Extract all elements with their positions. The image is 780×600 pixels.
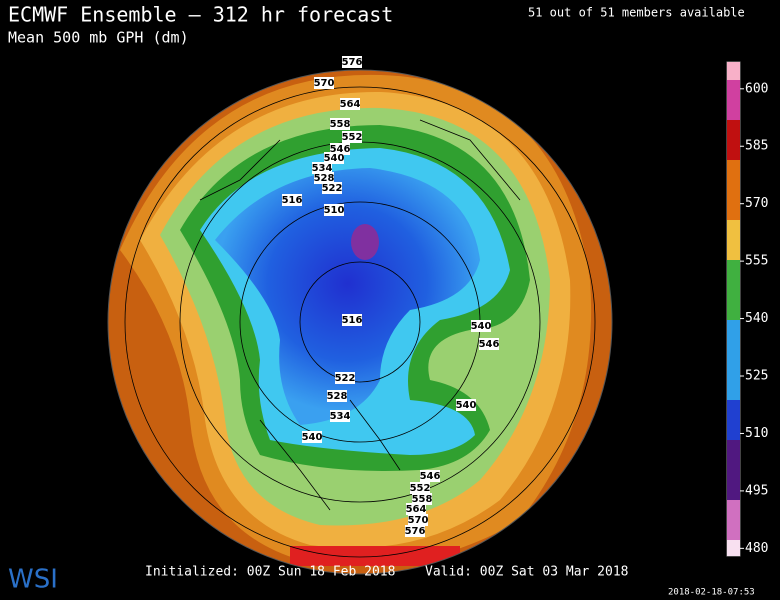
- contour-label-bg: [412, 493, 432, 505]
- contour-label: 558: [330, 119, 351, 130]
- timestamp: 2018-02-18-07:53: [668, 588, 755, 598]
- contour-label: 534: [330, 411, 351, 422]
- contour-label-bg: [342, 131, 362, 143]
- contour-label-bg: [330, 118, 350, 130]
- contour-labels: 5765705645585525465405345285225165105165…: [282, 56, 500, 537]
- contour-label: 522: [335, 373, 356, 384]
- contour-label: 540: [456, 400, 477, 411]
- contour-label: 510: [324, 205, 345, 216]
- contour-label-bg: [479, 338, 499, 350]
- contour-label: 516: [342, 315, 363, 326]
- contour-label: 516: [282, 195, 303, 206]
- contour-label-bg: [314, 172, 334, 184]
- contour-label: 546: [330, 144, 351, 155]
- contour-label-bg: [302, 431, 322, 443]
- contour-label: 576: [405, 526, 426, 537]
- colorbar-ticks: 600 585 570 555 540 525 510 495 480: [740, 81, 768, 556]
- contour-label: 552: [342, 132, 363, 143]
- contour-label-bg: [340, 98, 360, 110]
- contour-label: 522: [322, 183, 343, 194]
- contour-label-bg: [406, 503, 426, 515]
- contour-label: 528: [314, 173, 335, 184]
- contour-label-bg: [330, 410, 350, 422]
- colorbar-tick-label: 585: [745, 139, 768, 154]
- contour-label-bg: [322, 182, 342, 194]
- contour-label-bg: [314, 77, 334, 89]
- colorbar-tick-label: 540: [745, 311, 768, 326]
- colorbar-tick-label: 510: [745, 426, 768, 441]
- colorbar-tick-label: 480: [745, 541, 768, 556]
- colorbar-tick-label: 600: [745, 81, 768, 96]
- contour-label: 540: [324, 153, 345, 164]
- contour-label-bg: [408, 514, 428, 526]
- contour-label-bg: [405, 525, 425, 537]
- contour-label: 546: [420, 471, 441, 482]
- contour-label: 540: [302, 432, 323, 443]
- colorbar-tick-label: 555: [745, 254, 768, 269]
- contour-label-bg: [342, 314, 362, 326]
- contour-label: 576: [342, 57, 363, 68]
- contour-label-bg: [282, 194, 302, 206]
- title: ECMWF Ensemble — 312 hr forecast: [8, 3, 393, 27]
- globe-edge: [107, 69, 613, 575]
- contour-label: 570: [408, 515, 429, 526]
- contour-label-bg: [471, 320, 491, 332]
- contour-label-bg: [324, 204, 344, 216]
- logo: WSI: [8, 565, 58, 595]
- colorbar-tick-label: 525: [745, 369, 768, 384]
- contour-label: 564: [340, 99, 361, 110]
- colorbar-tick-label: 570: [745, 196, 768, 211]
- members: 51 out of 51 members available: [528, 6, 745, 20]
- contour-label: 528: [327, 391, 348, 402]
- contour-label: 546: [479, 339, 500, 350]
- initialized: Initialized: 00Z Sun 18 Feb 2018: [145, 565, 395, 580]
- valid: Valid: 00Z Sat 03 Mar 2018: [425, 565, 629, 580]
- contour-label: 564: [406, 504, 427, 515]
- contour-label: 534: [312, 163, 333, 174]
- colorbar-tick-label: 495: [745, 483, 768, 498]
- contour-label-bg: [335, 372, 355, 384]
- colorbar: [726, 61, 741, 557]
- contour-label-bg: [327, 390, 347, 402]
- contour-label-bg: [312, 162, 332, 174]
- contour-label-bg: [410, 482, 430, 494]
- contour-label-bg: [342, 56, 362, 68]
- contour-label-bg: [456, 399, 476, 411]
- contour-label-bg: [324, 152, 344, 164]
- globe: [108, 70, 612, 574]
- contour-label: 558: [412, 494, 433, 505]
- contour-label-bg: [420, 470, 440, 482]
- contour-label: 552: [410, 483, 431, 494]
- contour-label: 570: [314, 78, 335, 89]
- subtitle: Mean 500 mb GPH (dm): [8, 29, 189, 47]
- contour-label: 540: [471, 321, 492, 332]
